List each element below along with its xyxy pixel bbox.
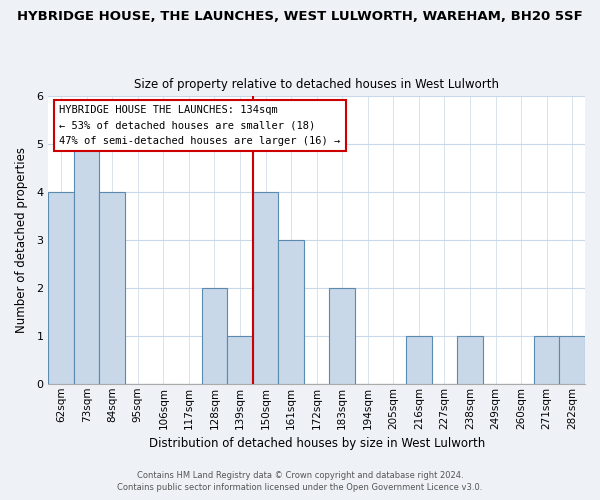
Bar: [227, 336, 253, 384]
Bar: [278, 240, 304, 384]
Bar: [457, 336, 483, 384]
Bar: [559, 336, 585, 384]
Text: HYBRIDGE HOUSE, THE LAUNCHES, WEST LULWORTH, WAREHAM, BH20 5SF: HYBRIDGE HOUSE, THE LAUNCHES, WEST LULWO…: [17, 10, 583, 23]
Bar: [202, 288, 227, 384]
Bar: [100, 192, 125, 384]
Bar: [534, 336, 559, 384]
Y-axis label: Number of detached properties: Number of detached properties: [15, 147, 28, 333]
Bar: [406, 336, 431, 384]
Bar: [253, 192, 278, 384]
Bar: [49, 192, 74, 384]
Title: Size of property relative to detached houses in West Lulworth: Size of property relative to detached ho…: [134, 78, 499, 91]
Bar: [74, 144, 100, 384]
Bar: [329, 288, 355, 384]
Text: HYBRIDGE HOUSE THE LAUNCHES: 134sqm
← 53% of detached houses are smaller (18)
47: HYBRIDGE HOUSE THE LAUNCHES: 134sqm ← 53…: [59, 105, 340, 146]
X-axis label: Distribution of detached houses by size in West Lulworth: Distribution of detached houses by size …: [149, 437, 485, 450]
Text: Contains HM Land Registry data © Crown copyright and database right 2024.
Contai: Contains HM Land Registry data © Crown c…: [118, 471, 482, 492]
